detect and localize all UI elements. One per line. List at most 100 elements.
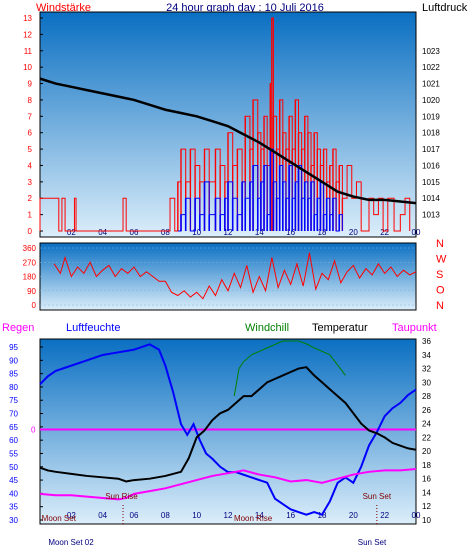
x-tick-label: 00 (412, 228, 421, 237)
bottom-moon-set-label: Moon Set 02 (48, 538, 94, 547)
humidity-tick-label: 50 (9, 463, 18, 472)
pressure-tick-label: 1018 (422, 129, 440, 138)
direction-tick-label: 180 (23, 273, 37, 282)
x-tick-label: 18 (318, 228, 327, 237)
rain-axis-title: Regen (2, 322, 34, 334)
wind-tick-label: 11 (24, 47, 33, 56)
humidity-tick-label: 60 (9, 436, 18, 445)
wind-tick-label: 5 (28, 145, 33, 154)
climate-x-tick-label: 08 (161, 511, 170, 520)
temperature-tick-label: 16 (422, 475, 431, 484)
humidity-tick-label: 65 (9, 423, 18, 432)
wind-tick-label: 2 (28, 194, 33, 203)
series-windchill (233, 340, 346, 397)
wind-tick-label: 1 (28, 211, 33, 220)
series-luftfeuchte (39, 343, 417, 516)
climate-x-tick-label: 14 (255, 511, 264, 520)
temperature-tick-label: 12 (422, 502, 431, 511)
compass-label: O (436, 285, 445, 297)
temperature-tick-label: 20 (422, 447, 431, 456)
humidity-tick-label: 45 (9, 476, 18, 485)
climate-x-tick-label: 00 (412, 511, 421, 520)
annotation-label: Moon Set (42, 514, 77, 523)
temperature-tick-label: 30 (422, 378, 431, 387)
series-taupunkt (39, 468, 417, 501)
temperature-tick-label: 24 (422, 420, 431, 429)
rain-zero-label: 0 (31, 426, 36, 435)
pressure-tick-label: 1017 (422, 145, 440, 154)
temperature-tick-label: 14 (422, 488, 431, 497)
climate-x-tick-label: 22 (380, 511, 389, 520)
direction-tick-label: 360 (23, 244, 37, 253)
climate-x-tick-label: 20 (349, 511, 358, 520)
humidity-tick-label: 70 (9, 410, 18, 419)
pressure-tick-label: 1022 (422, 63, 440, 72)
compass-label: W (436, 254, 447, 266)
wind-tick-label: 0 (28, 227, 33, 236)
climate-x-tick-label: 12 (224, 511, 233, 520)
wind-strength-axis-title: Windstärke (36, 2, 91, 14)
graph-title: 24 hour graph day : 10 Juli 2016 (166, 2, 324, 14)
x-tick-label: 20 (349, 228, 358, 237)
x-tick-label: 12 (224, 228, 233, 237)
compass-label: N (436, 238, 444, 250)
temperature-tick-label: 32 (422, 365, 431, 374)
x-tick-label: 02 (67, 228, 76, 237)
series-temperatur (39, 366, 417, 483)
temperature-tick-label: 22 (422, 433, 431, 442)
climate-panel (39, 338, 417, 525)
direction-series (53, 252, 417, 300)
temperature-tick-label: 36 (422, 337, 431, 346)
x-tick-label: 06 (130, 228, 139, 237)
humidity-tick-label: 90 (9, 356, 18, 365)
chart-marks: 0123456789101112131013101410151016101710… (9, 14, 447, 547)
direction-tick-label: 90 (27, 287, 36, 296)
humidity-tick-label: 35 (9, 503, 18, 512)
wind-tick-label: 9 (28, 80, 33, 89)
wind-tick-label: 7 (28, 112, 33, 121)
humidity-axis-title: Luftfeuchte (66, 322, 120, 334)
humidity-tick-label: 95 (9, 343, 18, 352)
wind-tick-label: 6 (28, 129, 33, 138)
direction-tick-label: 270 (23, 258, 37, 267)
temperature-tick-label: 28 (422, 392, 431, 401)
climate-x-tick-label: 10 (192, 511, 201, 520)
pressure-tick-label: 1023 (422, 47, 440, 56)
temperature-tick-label: 26 (422, 406, 431, 415)
temperature-tick-label: 34 (422, 351, 431, 360)
dewpoint-axis-title: Taupunkt (392, 322, 437, 334)
pressure-tick-label: 1016 (422, 161, 440, 170)
x-tick-label: 22 (380, 228, 389, 237)
compass-label: N (436, 300, 444, 312)
x-tick-label: 08 (161, 228, 170, 237)
temperature-axis-title: Temperatur (312, 322, 368, 334)
pressure-tick-label: 1014 (422, 194, 440, 203)
pressure-tick-label: 1021 (422, 80, 440, 89)
wind-tick-label: 3 (28, 178, 33, 187)
pressure-tick-label: 1015 (422, 178, 440, 187)
wind-tick-label: 8 (28, 96, 33, 105)
compass-label: S (436, 269, 443, 281)
pressure-axis-title: Luftdruck (422, 2, 468, 14)
pressure-tick-label: 1013 (422, 211, 440, 220)
temperature-tick-label: 10 (422, 516, 431, 525)
pressure-tick-label: 1019 (422, 112, 440, 121)
temperature-tick-label: 18 (422, 461, 431, 470)
wind-tick-label: 12 (23, 30, 32, 39)
humidity-tick-label: 75 (9, 396, 18, 405)
x-tick-label: 16 (286, 228, 295, 237)
climate-x-tick-label: 16 (286, 511, 295, 520)
pressure-series (39, 77, 417, 205)
wind-tick-label: 13 (23, 14, 32, 23)
humidity-tick-label: 30 (9, 516, 18, 525)
humidity-tick-label: 55 (9, 449, 18, 458)
annotation-label: Sun Set (363, 492, 392, 501)
humidity-tick-label: 80 (9, 383, 18, 392)
climate-x-tick-label: 02 (67, 511, 76, 520)
pressure-tick-label: 1020 (422, 96, 440, 105)
direction-tick-label: 0 (32, 301, 37, 310)
annotation-label: Moon Rise (234, 514, 273, 523)
wind-tick-label: 4 (28, 161, 33, 170)
